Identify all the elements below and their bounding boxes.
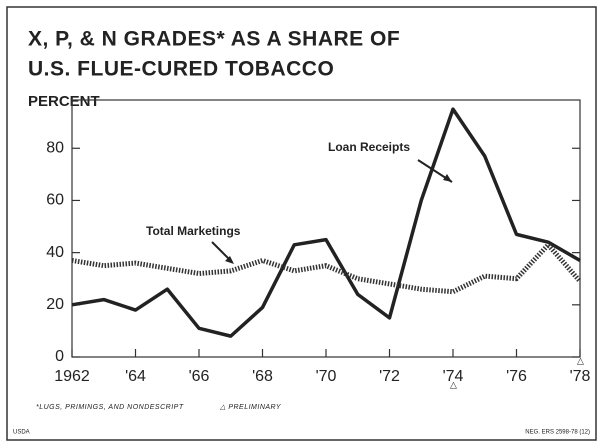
x-tick-label: '72 bbox=[379, 368, 400, 385]
annotation-arrowhead bbox=[443, 174, 452, 182]
series-line bbox=[71, 242, 582, 295]
x-tick-label: 1962 bbox=[54, 368, 90, 385]
negative-number: NEG. ERS 2598-78 (12) bbox=[525, 430, 590, 436]
x-tick-label: '68 bbox=[252, 368, 273, 385]
chart-title: U.S. FLUE-CURED TOBACCO bbox=[28, 58, 334, 81]
y-tick-label: 40 bbox=[46, 244, 64, 261]
y-axis-label: PERCENT bbox=[28, 93, 100, 110]
x-tick-label: '64 bbox=[125, 368, 146, 385]
x-tick-label: '66 bbox=[189, 368, 210, 385]
annotation: Total Marketings bbox=[146, 224, 241, 238]
y-tick-label: 20 bbox=[46, 296, 64, 313]
x-tick-label: '70 bbox=[316, 368, 337, 385]
x-tick-label: '74 bbox=[443, 368, 464, 385]
footnote: *LUGS, PRIMINGS, AND NONDESCRIPT bbox=[36, 404, 184, 411]
x-tick-label: '78 bbox=[570, 368, 591, 385]
y-tick-label: 80 bbox=[46, 139, 64, 156]
y-tick-label: 60 bbox=[46, 192, 64, 209]
y-tick-label: 0 bbox=[55, 348, 64, 365]
series-line bbox=[71, 107, 581, 338]
chart-title: X, P, & N GRADES* AS A SHARE OF bbox=[28, 28, 400, 51]
preliminary-marker: △ bbox=[577, 355, 584, 365]
annotation: Loan Receipts bbox=[328, 140, 410, 154]
annotation-arrowhead bbox=[225, 256, 234, 264]
chart-border bbox=[6, 6, 597, 441]
source: USDA bbox=[13, 430, 30, 436]
preliminary-marker: △ bbox=[450, 379, 457, 389]
footnote: △ PRELIMINARY bbox=[219, 404, 282, 411]
x-tick-label: '76 bbox=[506, 368, 527, 385]
